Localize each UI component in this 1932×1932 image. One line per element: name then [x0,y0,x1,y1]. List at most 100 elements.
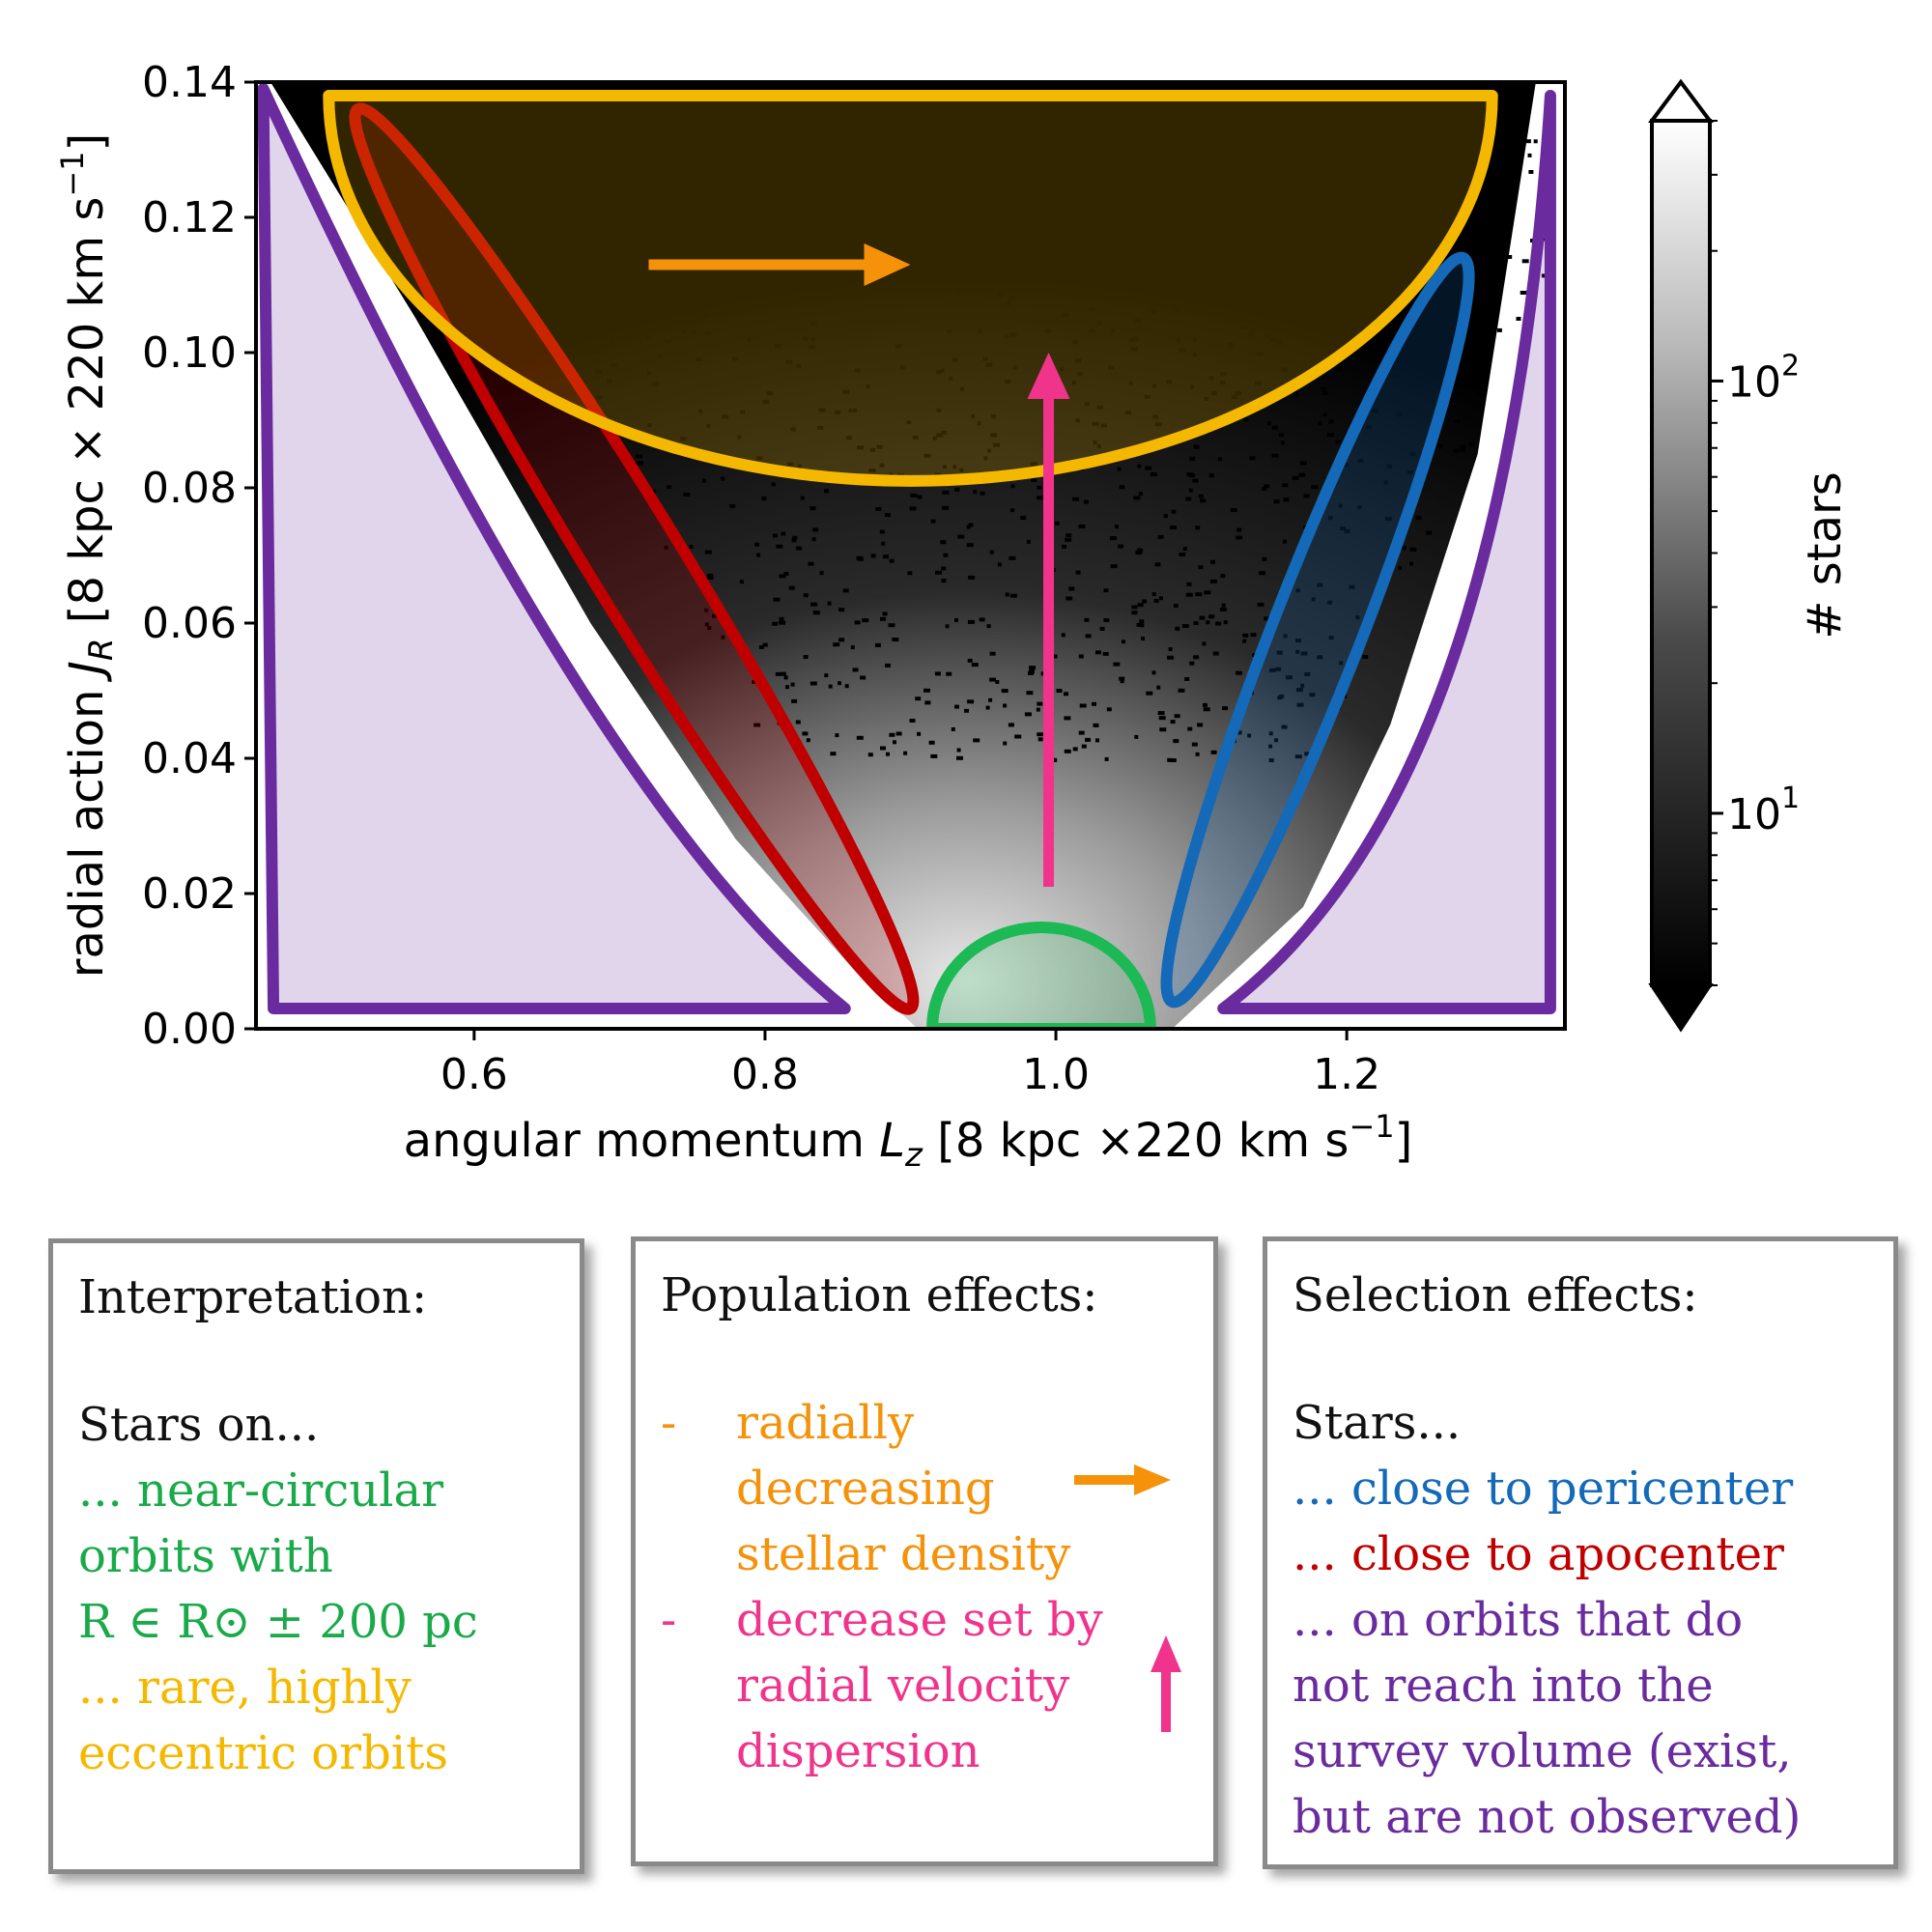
star-pixel [1065,596,1073,601]
star-pixel [968,523,974,527]
star-pixel [1520,291,1527,295]
star-pixel [631,118,636,123]
star-pixel [517,86,522,91]
star-pixel [889,732,895,737]
star-pixel [706,576,714,580]
star-pixel [1206,620,1210,625]
star-pixel [1151,592,1156,596]
star-pixel [1054,261,1062,266]
star-pixel [1249,456,1256,461]
star-pixel [1100,423,1107,428]
star-pixel [1369,246,1374,251]
star-pixel [1102,651,1109,656]
star-pixel [817,123,822,128]
star-pixel [890,195,895,200]
star-pixel [1448,271,1455,275]
star-pixel [1078,730,1085,735]
pink-arrow-icon [1151,1635,1181,1732]
star-pixel [1024,712,1032,717]
star-pixel [1259,571,1266,576]
star-pixel [1276,243,1284,248]
star-pixel [954,704,959,709]
star-pixel [754,206,760,211]
star-pixel [910,493,918,497]
star-pixel [882,611,888,616]
population-box: Population effects: - radially decreasin… [631,1236,1218,1866]
star-pixel [885,663,891,668]
star-pixel [952,357,958,362]
star-pixel [1157,711,1165,716]
star-pixel [1115,525,1119,529]
star-pixel [1167,757,1173,762]
star-pixel [1411,355,1418,360]
star-pixel [1339,661,1344,666]
star-pixel [655,174,663,179]
star-pixel [1496,327,1502,332]
star-pixel [1064,716,1071,721]
star-pixel [1247,332,1254,337]
interpretation-line: Stars on... [78,1398,320,1452]
star-pixel [1178,688,1185,693]
star-pixel [1204,396,1209,401]
star-pixel [467,109,474,114]
star-pixel [861,202,867,207]
star-pixel [1264,133,1271,138]
star-pixel [1468,441,1475,446]
star-pixel [796,546,803,551]
star-pixel [1111,327,1116,332]
star-pixel [1207,188,1213,193]
star-pixel [1175,626,1180,631]
star-pixel [1093,723,1099,727]
star-pixel [1092,701,1096,706]
star-pixel [1458,303,1462,308]
star-pixel [1290,120,1295,125]
star-pixel [1266,421,1271,426]
star-pixel [678,175,685,180]
star-pixel [860,176,867,181]
star-pixel [1332,350,1337,355]
star-pixel [1200,498,1207,503]
star-pixel [977,421,981,426]
star-pixel [1071,381,1076,385]
star-pixel [1226,248,1231,253]
star-pixel [1245,170,1251,174]
star-pixel [788,585,795,590]
y-tick-label: 0.14 [142,58,237,107]
star-pixel [1096,405,1103,410]
star-pixel [1151,670,1156,675]
x-tick-label: 1.2 [1313,1050,1380,1099]
star-pixel [1192,478,1199,483]
star-pixel [1296,702,1304,707]
star-pixel [706,423,711,428]
y-tick-label: 0.10 [142,328,237,378]
star-pixel [992,442,1000,447]
star-pixel [689,220,695,225]
star-pixel [624,212,631,216]
star-pixel [1124,411,1131,414]
star-pixel [1483,333,1490,338]
star-pixel [1275,667,1282,671]
star-pixel [1210,559,1215,564]
star-pixel [1271,425,1278,430]
star-pixel [1235,730,1242,735]
star-pixel [1122,639,1125,644]
star-pixel [1103,588,1109,593]
star-pixel [1231,395,1237,399]
star-pixel [1371,409,1378,413]
star-pixel [924,700,931,705]
star-pixel [722,414,729,419]
star-pixel [1143,209,1150,213]
star-pixel [1309,693,1316,697]
star-pixel [977,185,983,190]
star-pixel [949,377,953,382]
star-pixel [1185,497,1192,501]
star-pixel [1208,221,1214,226]
star-pixel [1479,280,1485,284]
star-pixel [1030,462,1037,467]
colorbar-extend-top [1648,78,1714,123]
star-pixel [879,529,885,534]
star-pixel [1154,562,1161,567]
star-pixel [1278,433,1284,438]
star-pixel [997,562,1002,567]
star-pixel [1530,239,1534,243]
